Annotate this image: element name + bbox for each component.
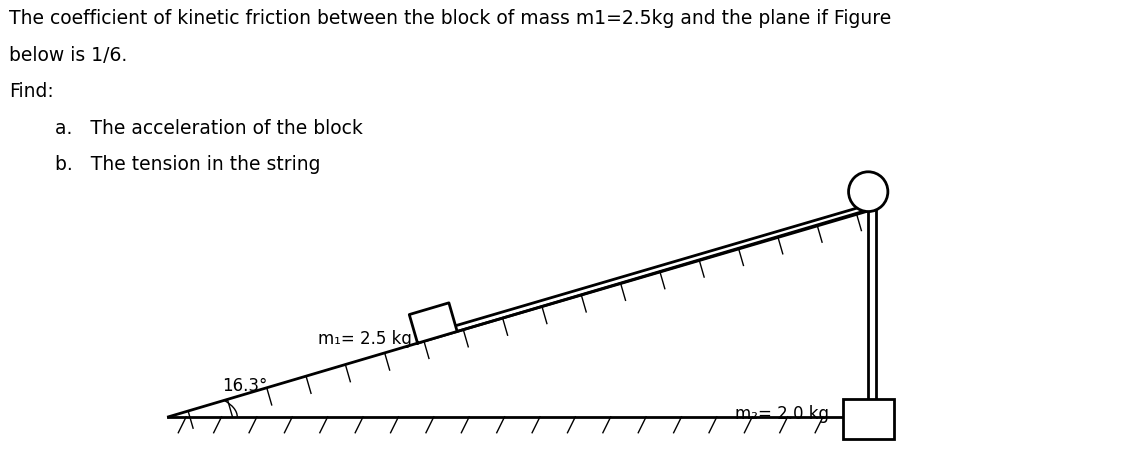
Text: The coefficient of kinetic friction between the block of mass m1=2.5kg and the p: The coefficient of kinetic friction betw…	[9, 10, 891, 29]
Text: 16.3°: 16.3°	[223, 377, 268, 395]
Text: b.   The tension in the string: b. The tension in the string	[55, 155, 321, 174]
Text: below is 1/6.: below is 1/6.	[9, 46, 127, 65]
Polygon shape	[410, 303, 457, 343]
Text: a.   The acceleration of the block: a. The acceleration of the block	[55, 119, 363, 138]
Polygon shape	[843, 399, 893, 439]
Text: m₁= 2.5 kg: m₁= 2.5 kg	[318, 330, 413, 347]
Text: Find:: Find:	[9, 82, 54, 101]
Circle shape	[848, 172, 888, 212]
Text: m₂= 2.0 kg: m₂= 2.0 kg	[735, 405, 828, 423]
